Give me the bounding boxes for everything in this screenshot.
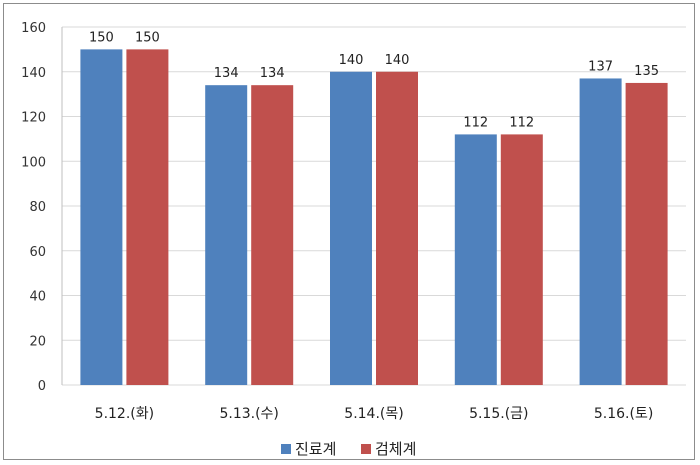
x-category-label: 5.16.(토): [594, 406, 653, 422]
y-axis-ticks: 0 20 40 60 80 100 120 140 160: [21, 21, 46, 394]
bar: [251, 85, 294, 386]
legend-swatch: [361, 444, 371, 454]
bar: [126, 49, 169, 385]
y-tick-label: 40: [29, 290, 46, 305]
legend: 진료계 검체계: [281, 440, 416, 458]
y-tick-label: 80: [29, 200, 46, 215]
data-labels: 150 150 134 134 140 140 112 112 137 135: [89, 30, 659, 130]
legend-label: 검체계: [375, 440, 416, 458]
x-category-label: 5.13.(수): [219, 406, 278, 422]
y-tick-label: 160: [21, 21, 46, 36]
data-label: 135: [634, 64, 659, 79]
bars: [80, 49, 668, 386]
data-label: 112: [509, 115, 534, 130]
bar: [500, 134, 543, 385]
data-label: 140: [339, 53, 364, 68]
y-tick-label: 140: [21, 66, 46, 81]
x-category-label: 5.15.(금): [469, 406, 528, 422]
y-tick-label: 20: [29, 334, 46, 349]
bar: [454, 134, 497, 385]
bar: [80, 49, 123, 385]
legend-swatch: [281, 444, 291, 454]
y-tick-label: 60: [29, 245, 46, 260]
data-label: 134: [260, 66, 285, 81]
bar: [330, 71, 372, 385]
data-label: 112: [463, 115, 488, 130]
bar: [579, 78, 622, 386]
data-label: 140: [385, 53, 410, 68]
bar: [376, 71, 418, 385]
x-category-label: 5.12.(화): [95, 406, 154, 422]
data-label: 134: [214, 66, 239, 81]
x-category-label: 5.14.(목): [344, 406, 403, 422]
legend-label: 진료계: [295, 440, 336, 458]
data-label: 137: [588, 59, 613, 74]
bar: [205, 85, 248, 386]
bar: [625, 82, 668, 385]
x-axis-categories: 5.12.(화) 5.13.(수) 5.14.(목) 5.15.(금) 5.16.(토): [95, 406, 654, 422]
data-label: 150: [89, 30, 114, 45]
y-tick-label: 120: [21, 111, 46, 126]
data-label: 150: [135, 30, 160, 45]
y-tick-label: 100: [21, 155, 46, 170]
y-tick-label: 0: [38, 379, 46, 394]
